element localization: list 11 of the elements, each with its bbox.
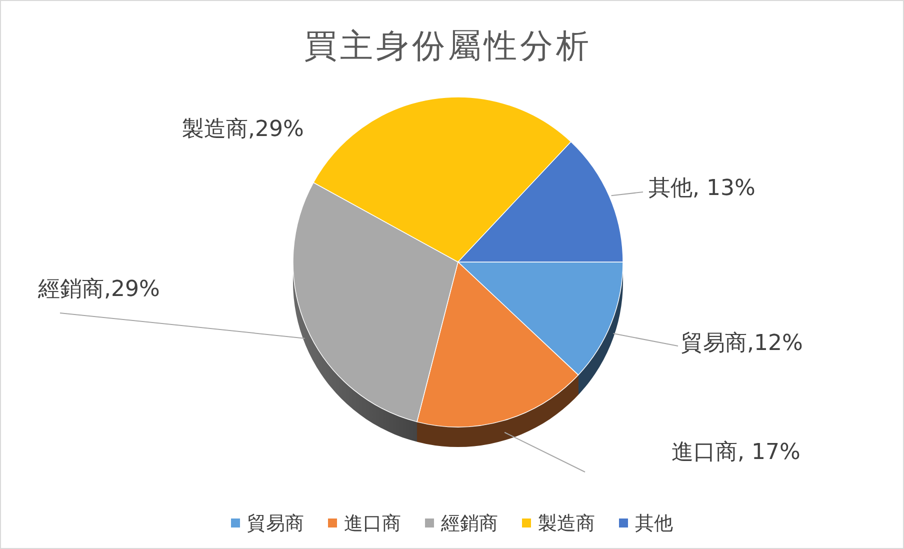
data-label: 製造商,29% <box>182 117 304 142</box>
legend-label: 經銷商 <box>440 512 498 535</box>
chart-title: 買主身份屬性分析 <box>304 26 592 65</box>
data-label: 貿易商,12% <box>681 331 803 356</box>
data-label: 經銷商,29% <box>37 277 160 302</box>
data-label: 進口商, 17% <box>672 440 800 465</box>
legend-label: 進口商 <box>344 512 401 535</box>
legend-label: 其他 <box>635 512 673 535</box>
legend-label: 製造商 <box>538 512 595 535</box>
data-label: 其他, 13% <box>648 176 756 201</box>
legend-label: 貿易商 <box>247 512 304 535</box>
